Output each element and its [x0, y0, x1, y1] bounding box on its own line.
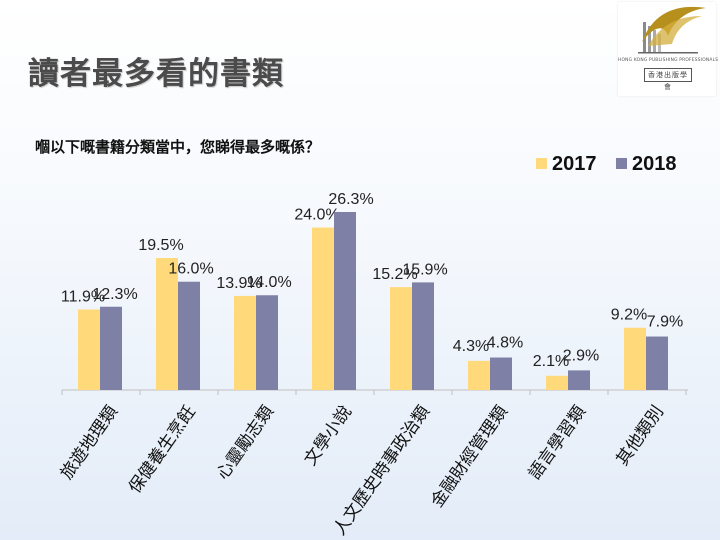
- data-label-2017: 15.2%: [372, 266, 417, 283]
- data-label-2018: 16.0%: [168, 261, 213, 278]
- data-label-2017: 13.9%: [216, 275, 261, 292]
- data-label-2018: 14.0%: [246, 274, 291, 291]
- bar-2017: [234, 295, 256, 390]
- data-label-2018: 7.9%: [647, 314, 683, 331]
- bar-2018: [568, 370, 590, 390]
- bar-2018: [178, 281, 200, 390]
- data-label-2017: 24.0%: [294, 207, 339, 224]
- category-label: 旅遊地理類: [57, 402, 122, 483]
- legend-swatch-2018: [616, 158, 627, 169]
- data-label-2018: 26.3%: [328, 191, 373, 208]
- data-label-2017: 2.1%: [533, 353, 569, 370]
- bar-2017: [312, 227, 334, 390]
- bar-2017: [624, 327, 646, 390]
- bar-2018: [412, 282, 434, 390]
- bar-2018: [646, 336, 668, 390]
- bar-2017: [468, 360, 490, 390]
- data-label-2018: 4.8%: [487, 335, 523, 352]
- legend-label-2017: 2017: [552, 153, 597, 175]
- legend-label-2018: 2018: [632, 153, 677, 175]
- bar-2018: [100, 306, 122, 390]
- legend-swatch-2017: [536, 158, 547, 169]
- bar-2018: [334, 212, 356, 390]
- data-label-2018: 12.3%: [92, 286, 137, 303]
- data-label-2017: 4.3%: [453, 338, 489, 355]
- logo-org-english: HONG KONG PUBLISHING PROFESSIONALS SOCIE…: [618, 58, 720, 63]
- data-label-2018: 15.9%: [402, 261, 447, 278]
- category-label: 其他類別: [613, 402, 668, 469]
- data-label-2017: 19.5%: [138, 237, 183, 254]
- data-label-2017: 9.2%: [611, 307, 647, 324]
- page-title: 讀者最多看的書類: [28, 56, 284, 92]
- logo-emblem-icon: [638, 6, 706, 54]
- category-label: 金融財經管理類: [427, 402, 512, 511]
- hkpps-logo: HONG KONG PUBLISHING PROFESSIONALS SOCIE…: [618, 2, 720, 96]
- category-label: 文學小說: [301, 402, 356, 469]
- bar-2017: [390, 287, 412, 390]
- data-label-2018: 2.9%: [563, 347, 599, 364]
- category-label: 保健養生烹飪: [124, 402, 200, 498]
- logo-org-chinese: 香港出版學會: [644, 68, 692, 91]
- survey-question: 嗰以下嘅書籍分類當中，您睇得最多嘅係？: [35, 138, 321, 156]
- category-label: 語言學習類: [525, 402, 590, 483]
- data-label-2017: 11.9%: [61, 288, 105, 305]
- bar-2017: [78, 309, 100, 390]
- bar-2018: [490, 357, 512, 390]
- category-label: 心靈勵志類: [213, 402, 278, 483]
- bar-2017: [156, 258, 178, 390]
- bar-2017: [546, 375, 568, 390]
- bar-2018: [256, 295, 278, 390]
